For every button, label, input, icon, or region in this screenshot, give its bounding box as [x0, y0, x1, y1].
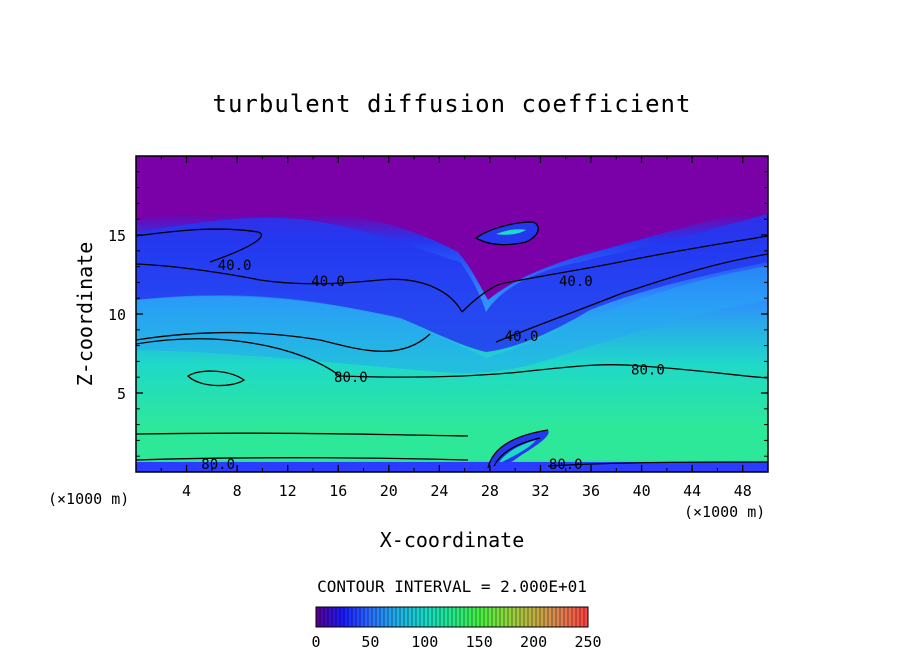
y-tick-label: 5: [117, 385, 126, 403]
contour-label: 80.0: [549, 457, 583, 473]
x-axis-label: X-coordinate: [380, 528, 525, 552]
x-tick-label: 20: [380, 482, 398, 500]
y-axis: 5 10 15: [108, 171, 768, 457]
contour-labels: 40.0 40.0 40.0 40.0 80.0 80.0 80.0 80.0: [201, 258, 665, 473]
contour-line: [136, 263, 463, 313]
x-unit-right: (×1000 m): [684, 503, 765, 521]
x-unit-left: (×1000 m): [48, 490, 129, 508]
colorbar-tick-label: 50: [361, 633, 379, 651]
contour-label: 80.0: [631, 362, 665, 378]
chart-title: turbulent diffusion coefficient: [213, 90, 692, 118]
y-axis-label: Z-coordinate: [73, 242, 97, 387]
ground-strip: [136, 462, 768, 472]
x-tick-label: 32: [531, 482, 549, 500]
colorbar-stripes: [319, 607, 585, 627]
x-tick-label: 8: [233, 482, 242, 500]
contour-line: [487, 429, 549, 469]
colorbar-tick-label: 100: [411, 633, 438, 651]
upper-layer: [136, 156, 768, 300]
contour-line: [136, 432, 469, 437]
x-tick-label: 44: [683, 482, 701, 500]
x-axis: 4 8 12 16 20 24 28 32 36 40 44 48: [160, 156, 752, 500]
upper-cell-core: [496, 229, 526, 235]
y-tick-label: 15: [108, 227, 126, 245]
x-tick-label: 12: [279, 482, 297, 500]
contour-label: 40.0: [218, 258, 252, 274]
mid-layer: [136, 266, 768, 374]
y-tick-label: 10: [108, 306, 126, 324]
contour-line: [547, 461, 768, 467]
contour-line: [461, 235, 768, 313]
contour-line: [493, 437, 541, 467]
colorbar-tick-label: 150: [466, 633, 493, 651]
turbulent-band: [136, 214, 768, 352]
x-tick-label: 40: [633, 482, 651, 500]
x-tick-label: 24: [430, 482, 448, 500]
x-tick-label: 48: [734, 482, 752, 500]
x-tick-label: 16: [329, 482, 347, 500]
contour-label: 80.0: [201, 457, 235, 473]
near-ground-layer: [136, 420, 768, 462]
contour-interval-label: CONTOUR INTERVAL = 2.000E+01: [317, 577, 587, 596]
contour-line: [136, 331, 431, 352]
contour-lines: [136, 221, 768, 469]
contour-line: [474, 221, 539, 246]
surface-cell-core: [498, 440, 536, 464]
x-tick-label: 36: [582, 482, 600, 500]
contour-line: [495, 253, 768, 343]
colorbar-tick-label: 0: [311, 633, 320, 651]
colorbar-tick-label: 200: [520, 633, 547, 651]
contour-line: [136, 228, 263, 263]
contour-line: [186, 370, 246, 387]
x-tick-label: 28: [481, 482, 499, 500]
contour-label: 40.0: [311, 274, 345, 290]
colorbar-ticks: 0 50 100 150 200 250: [311, 633, 601, 651]
contour-label: 40.0: [505, 329, 539, 345]
contour-line: [136, 338, 768, 379]
x-tick-label: 4: [182, 482, 191, 500]
contour-line: [136, 457, 469, 461]
contour-label: 80.0: [334, 370, 368, 386]
heatmap-field: 40.0 40.0 40.0 40.0 80.0 80.0 80.0 80.0: [136, 156, 768, 473]
contour-label: 40.0: [559, 274, 593, 290]
colorbar-tick-label: 250: [574, 633, 601, 651]
